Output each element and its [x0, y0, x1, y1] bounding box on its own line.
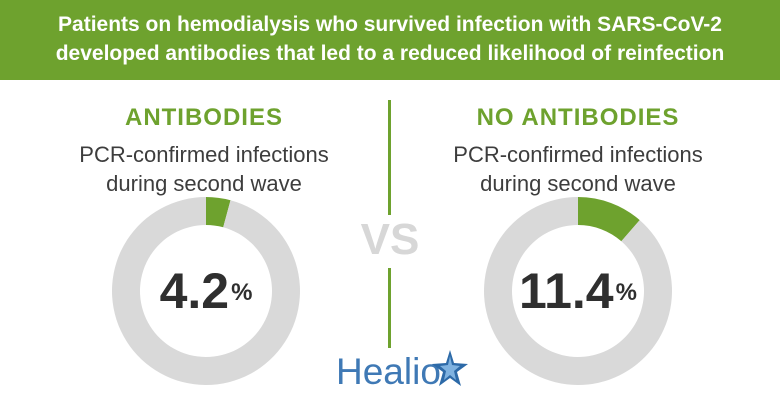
left-subtitle-line-2: during second wave [106, 171, 302, 196]
header-line-2: developed antibodies that led to a reduc… [55, 42, 725, 65]
right-donut-value: 11.4% [478, 266, 678, 316]
donut-slice-infected [206, 197, 231, 228]
right-subtitle-line-2: during second wave [480, 171, 676, 196]
right-subtitle-line-1: PCR-confirmed infections [453, 142, 703, 167]
left-panel-title: ANTIBODIES [124, 104, 283, 131]
donut-slice-remainder [484, 197, 672, 385]
header-banner: Patients on hemodialysis who survived in… [0, 0, 780, 80]
vs-label: VS [350, 218, 430, 262]
right-panel-subtitle: PCR-confirmed infections during second w… [428, 140, 728, 198]
left-value-unit: % [231, 279, 253, 306]
divider-bottom [388, 268, 391, 348]
left-donut-chart [111, 197, 300, 385]
divider-top [388, 100, 391, 215]
header-line-1: Patients on hemodialysis who survived in… [58, 13, 722, 36]
left-panel-subtitle: PCR-confirmed infections during second w… [54, 140, 354, 198]
donut-slice-remainder [111, 197, 300, 385]
right-donut-chart [484, 197, 672, 385]
logo-star-icon [432, 350, 468, 386]
left-donut-value: 4.2% [106, 266, 306, 316]
donut-slice-infected [578, 197, 640, 242]
right-panel-title: NO ANTIBODIES [476, 104, 680, 131]
logo-text: Healio [336, 351, 441, 392]
right-value-unit: % [615, 279, 637, 306]
right-value-number: 11.4 [519, 263, 614, 319]
left-value-number: 4.2 [159, 263, 230, 319]
healio-logo: Healio [336, 350, 476, 394]
left-subtitle-line-1: PCR-confirmed infections [79, 142, 329, 167]
